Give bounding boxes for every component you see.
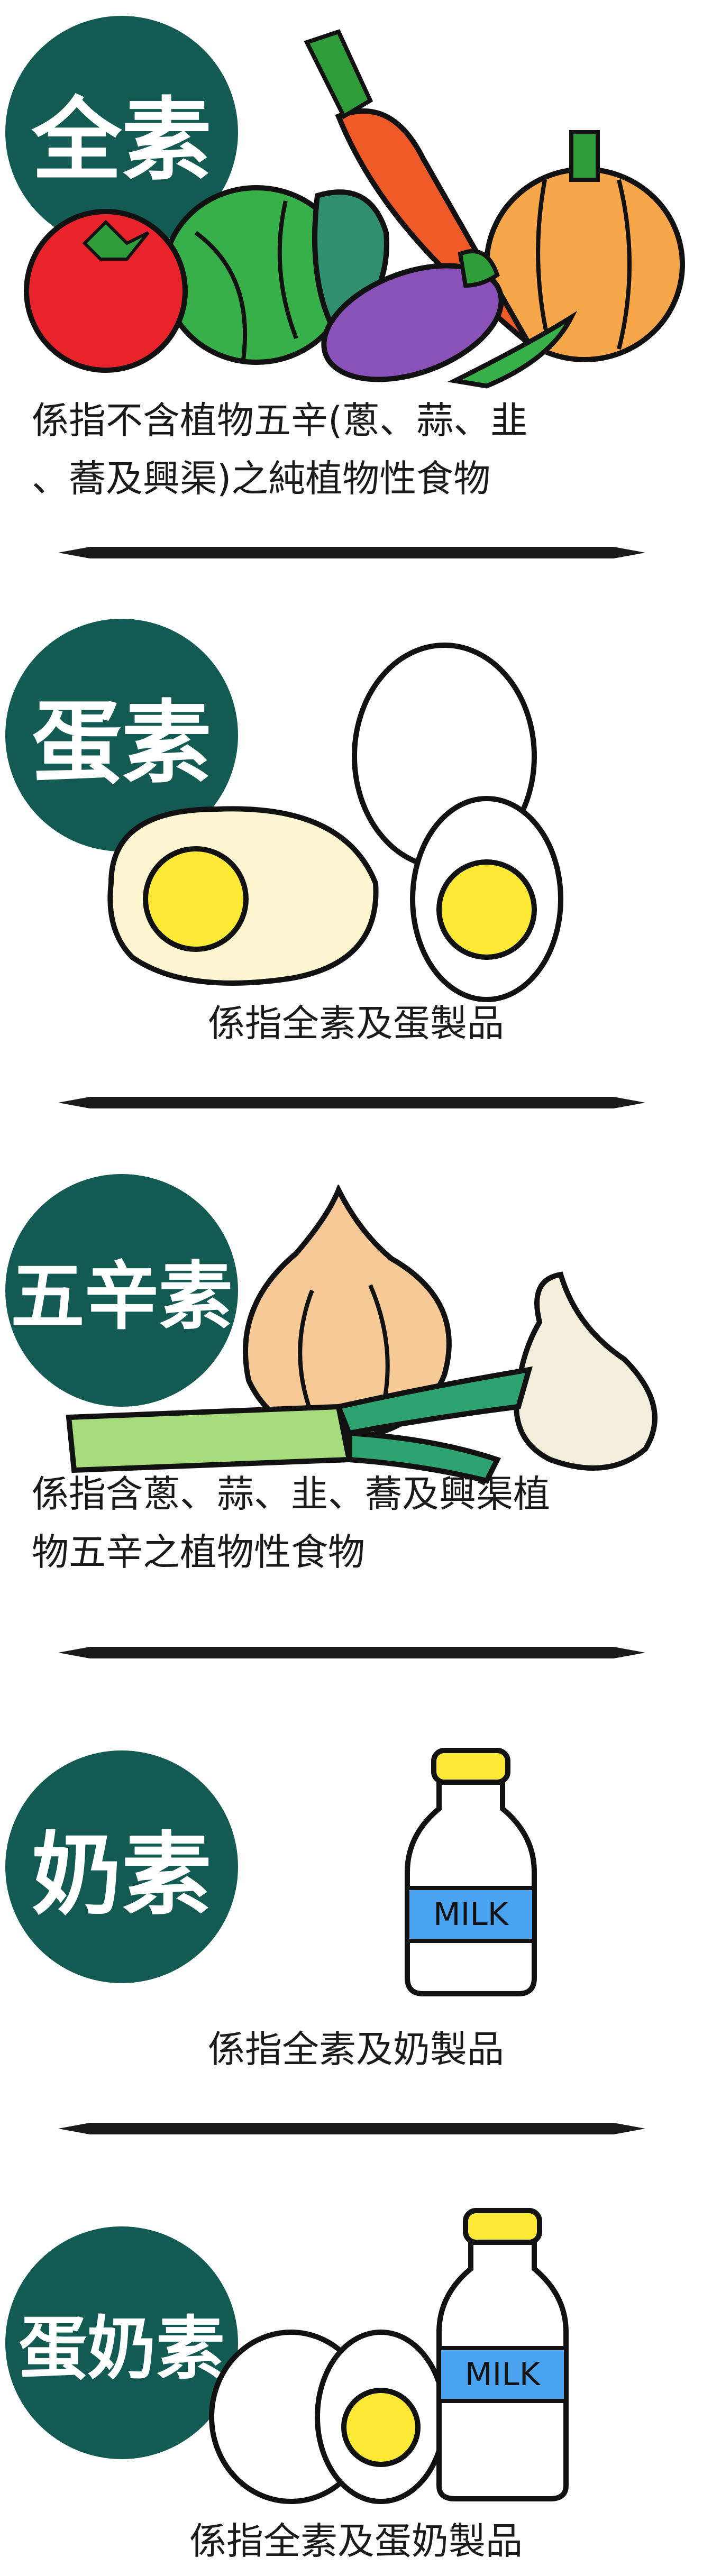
- description-ovo: 係指全素及蛋製品: [0, 994, 712, 1052]
- section-divider: [58, 547, 645, 558]
- description-vegan: 係指不含植物五辛(蔥、蒜、韭 、蕎及興渠)之純植物性食物: [32, 391, 693, 508]
- description-line: 係指全素及蛋奶製品: [189, 2519, 523, 2563]
- milk-bottle-icon: MILK: [436, 2208, 569, 2501]
- allium-icon: [66, 1185, 658, 1484]
- boiled-egg-half-icon: [315, 2330, 447, 2504]
- section-divider: [58, 1097, 645, 1108]
- fried-egg-icon: [107, 806, 379, 986]
- description-line: 、蕎及興渠)之純植物性食物: [32, 457, 491, 500]
- description-line: 係指全素及奶製品: [208, 2028, 504, 2071]
- milk-bottle-icon: MILK: [405, 1748, 537, 1996]
- section-divider: [58, 2123, 645, 2134]
- section-lacto: 奶素 MILK 係指全素及奶製品: [0, 1671, 712, 2147]
- section-vegan: 全素: [0, 0, 712, 571]
- badge-lacto-ovo: 蛋奶素: [5, 2226, 238, 2459]
- peapod-icon: [447, 310, 578, 389]
- section-five-pungent: 五辛素 係指含蔥、蒜、韭、蕎及興渠植 物五辛之植物性食物: [0, 1121, 712, 1671]
- eggs-and-milk-icon: MILK: [209, 2208, 569, 2504]
- description-line: 物五辛之植物性食物: [32, 1530, 365, 1574]
- section-divider: [58, 1647, 645, 1658]
- description-line: 係指不含植物五辛(蔥、蒜、韭: [32, 399, 528, 442]
- badge-lacto: 奶素: [5, 1750, 238, 1983]
- badge-five-pungent: 五辛素: [5, 1174, 238, 1407]
- boiled-egg-half-icon: [410, 796, 563, 1002]
- description-lacto-ovo: 係指全素及蛋奶製品: [0, 2512, 712, 2570]
- garlic-icon: [514, 1271, 658, 1471]
- description-lacto: 係指全素及奶製品: [0, 2020, 712, 2078]
- description-line: 係指含蔥、蒜、韭、蕎及興渠植: [32, 1472, 550, 1516]
- eggplant-icon: [321, 249, 504, 382]
- section-ovo: 蛋素 係指全素及蛋製品: [0, 571, 712, 1121]
- milk-label: MILK: [433, 1896, 509, 1933]
- milk-label: MILK: [465, 2356, 541, 2393]
- description-five-pungent: 係指含蔥、蒜、韭、蕎及興渠植 物五辛之植物性食物: [32, 1465, 698, 1581]
- pumpkin-icon: [484, 130, 685, 362]
- vegetables-icon: [24, 29, 685, 389]
- section-lacto-ovo: 蛋奶素 MILK 係指全素及蛋奶製品: [0, 2147, 712, 2576]
- tomato-icon: [24, 209, 188, 373]
- description-line: 係指全素及蛋製品: [208, 1002, 504, 1045]
- eggs-icon: [107, 643, 563, 1002]
- badge-vegan: 全素: [5, 16, 238, 249]
- scallion-icon: [66, 1366, 533, 1484]
